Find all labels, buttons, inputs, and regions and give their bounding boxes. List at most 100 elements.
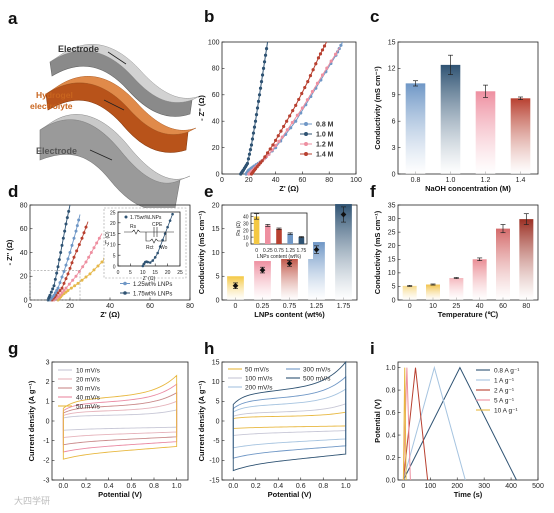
x-tick-label: 25 — [452, 303, 460, 310]
y-tick-label: -3 — [43, 477, 49, 484]
legend-label: 1.0 M — [316, 132, 334, 139]
y-tick-label: 0 — [216, 297, 220, 304]
legend-label: 500 mV/s — [303, 375, 331, 382]
data-point — [245, 161, 250, 166]
legend-label: 1.4 M — [316, 152, 334, 159]
data-point — [60, 286, 64, 290]
y-tick-label: 25 — [388, 229, 396, 236]
x-tick-label: 1.0 — [341, 483, 351, 490]
y-axis-label: - Z'' (Ω) — [197, 95, 206, 121]
data-point — [277, 139, 281, 143]
data-point — [252, 125, 257, 129]
data-point — [274, 144, 278, 148]
y-tick-label: 0.8 — [386, 387, 396, 394]
data-point — [290, 120, 294, 125]
x-tick-label: 0.8 — [149, 483, 159, 490]
y-axis-label: Conductivity (mS cm⁻¹) — [197, 210, 206, 294]
data-point — [259, 80, 264, 84]
data-point — [291, 109, 295, 113]
x-tick-label: 100 — [424, 483, 436, 490]
y-tick-label: 5 — [216, 399, 220, 406]
x-tick-label: 15 — [152, 270, 158, 276]
x-axis-label: Time (s) — [454, 490, 483, 499]
cv-loop-4 — [232, 360, 347, 472]
y-tick-label: -2 — [43, 458, 49, 465]
data-point — [68, 251, 72, 254]
inset-data-point — [148, 261, 152, 264]
data-point — [310, 89, 315, 94]
data-point — [89, 251, 93, 254]
x-tick-label: 0 — [255, 248, 258, 254]
data-marker — [286, 260, 293, 267]
cv-loop-4 — [62, 374, 178, 460]
data-point — [320, 48, 325, 52]
bar — [440, 64, 461, 174]
y-tick-label: 1 — [46, 399, 50, 406]
data-point — [264, 47, 269, 51]
panel-label-c: c — [370, 7, 379, 26]
data-point — [87, 255, 91, 259]
y-tick-label: 0 — [216, 418, 220, 425]
bar — [496, 228, 510, 300]
data-point — [92, 268, 96, 272]
data-point — [52, 293, 56, 297]
y-axis-label: Conductivity (mS cm⁻¹) — [373, 66, 382, 150]
bottom-electrode-top-face — [39, 114, 191, 184]
data-point — [51, 287, 55, 291]
chart-g: 0.0 0.2 0.4 0.6 0.8 1.0 -3 -2 -1 0 1 2 3 Potential (V… — [27, 359, 189, 499]
inset-legend-label: 1.75wt%LNPs — [130, 215, 162, 221]
x-tick-label: 80 — [522, 303, 530, 310]
inset-x-label: LNPs content (wt%) — [257, 254, 302, 260]
data-point — [246, 157, 251, 161]
data-point — [251, 131, 256, 135]
data-point — [261, 66, 266, 70]
plot-frame — [51, 361, 189, 481]
chart-b: 0 20 40 60 80 100 0 20 40 60 80 100 Z' (Ω) - Z'' (Ω) 0… — [197, 39, 362, 193]
inset-data-point — [156, 251, 159, 255]
data-point — [53, 277, 57, 281]
circuit-label-rs: Rs — [130, 224, 137, 230]
gcd-curve-0 — [402, 366, 517, 481]
data-point — [64, 222, 68, 226]
gcd-curve-1 — [402, 365, 466, 481]
plot-frame — [221, 361, 358, 481]
y-tick-label: 40 — [20, 250, 28, 257]
x-tick-label: 0.25 — [263, 248, 273, 254]
hydrogel-label-line2: electrolyte — [30, 101, 73, 111]
inset-data-point — [168, 219, 172, 222]
x-axis-label: Potential (V) — [98, 490, 142, 499]
circuit-wire — [124, 229, 174, 235]
panel-label-h: h — [204, 339, 214, 358]
data-point — [262, 60, 267, 64]
y-axis-label: Conductivity (mS cm⁻¹) — [373, 210, 382, 294]
y-tick-label: 10 — [212, 379, 220, 386]
cv-loop-0 — [232, 411, 347, 429]
data-point — [67, 282, 71, 286]
data-point — [268, 147, 272, 151]
plot-frame — [397, 361, 539, 481]
panel-label-a: a — [8, 9, 18, 28]
x-tick-label: 0.25 — [256, 303, 270, 310]
bar — [405, 83, 426, 174]
chart-i: 0 100 200 300 400 500 0.0 0.2 0.4 0.6 0.8 1.0 Time (… — [373, 361, 544, 499]
x-tick-label: 0.75 — [274, 248, 284, 254]
data-point — [55, 271, 59, 275]
y-tick-label: 5 — [216, 274, 220, 281]
plot-frame — [397, 204, 539, 301]
legend-label: 10 mV/s — [76, 367, 101, 374]
legend-label: 1 A g⁻¹ — [494, 377, 515, 384]
y-tick-label: 0 — [113, 264, 116, 270]
y-tick-label: 15 — [212, 226, 220, 233]
data-point — [288, 114, 292, 118]
data-point — [60, 275, 64, 279]
data-point — [58, 289, 62, 292]
y-tick-label: 20 — [20, 274, 28, 281]
bar — [510, 98, 531, 174]
data-point — [282, 124, 286, 129]
panel-label-f: f — [370, 182, 376, 201]
inset-data-point — [141, 264, 145, 268]
legend-marker — [123, 291, 127, 295]
panel-label-i: i — [370, 339, 375, 358]
data-point — [66, 272, 70, 276]
legend-label: 0.8 M — [316, 122, 334, 129]
